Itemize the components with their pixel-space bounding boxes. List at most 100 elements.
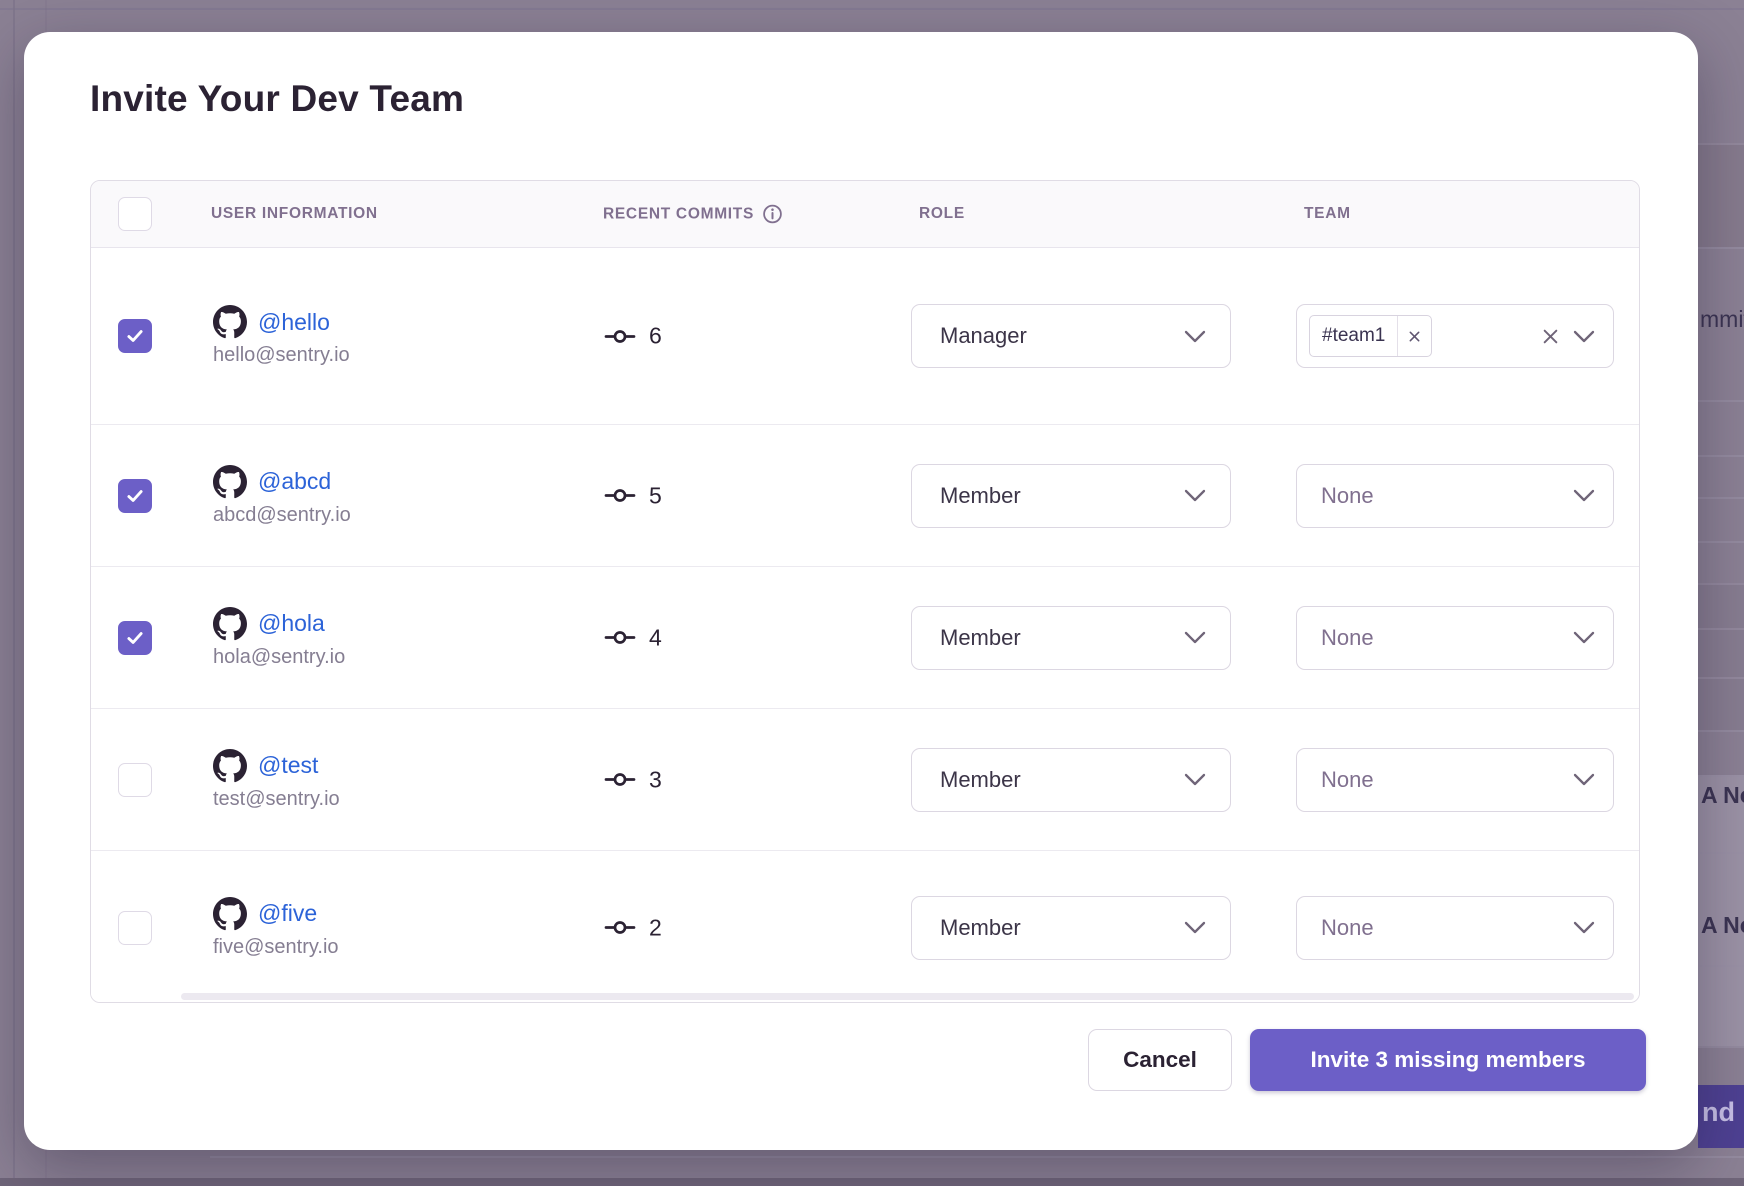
column-header-role: ROLE (919, 205, 965, 222)
member-row: @five five@sentry.io 2 Member None (91, 851, 1639, 1002)
role-select-value: Member (940, 914, 1021, 940)
git-commit-icon (604, 631, 636, 644)
table-header-row: USER INFORMATION RECENT COMMITS ROLE TEA… (91, 181, 1639, 248)
chevron-down-icon (1184, 489, 1206, 502)
clear-team-select-button[interactable] (1536, 328, 1573, 345)
user-email: abcd@sentry.io (213, 503, 351, 526)
modal-title: Invite Your Dev Team (90, 78, 465, 119)
member-row: @hola hola@sentry.io 4 Member None (91, 567, 1639, 709)
team-select-value: None (1321, 624, 1374, 650)
info-icon[interactable] (762, 204, 783, 225)
git-commit-icon (604, 329, 636, 343)
check-icon (127, 330, 143, 342)
select-all-checkbox[interactable] (118, 197, 152, 231)
bg-divider (1698, 541, 1744, 543)
user-email: hello@sentry.io (213, 344, 350, 366)
team-select[interactable]: None (1296, 895, 1614, 960)
username-link[interactable]: @five (258, 900, 318, 926)
user-info-cell: @test test@sentry.io (213, 748, 340, 811)
recent-commits-cell: 6 (604, 323, 662, 350)
invite-members-button[interactable]: Invite 3 missing members (1250, 1029, 1646, 1091)
bg-divider (210, 1156, 1744, 1158)
user-info-cell: @hello hello@sentry.io (213, 305, 350, 367)
chevron-down-icon (1184, 631, 1206, 644)
column-header-team: TEAM (1304, 205, 1351, 222)
team-chip: #team1 (1309, 315, 1433, 357)
git-commit-icon (604, 921, 636, 934)
role-select-value: Member (940, 766, 1021, 792)
remove-team-chip-button[interactable] (1397, 316, 1431, 356)
bg-divider (1698, 628, 1744, 630)
recent-commits-cell: 3 (604, 766, 662, 793)
chevron-down-icon (1184, 921, 1206, 934)
team-select[interactable]: None (1296, 605, 1614, 670)
user-email: test@sentry.io (213, 787, 340, 810)
user-info-cell: @five five@sentry.io (213, 896, 339, 959)
bg-clipped-button-text: nd (1702, 1097, 1735, 1127)
row-checkbox[interactable] (118, 620, 152, 655)
chevron-down-icon (1573, 773, 1595, 786)
username-link[interactable]: @abcd (258, 468, 332, 494)
recent-commits-cell: 4 (604, 624, 662, 651)
bg-button-band (1698, 1085, 1744, 1148)
bg-divider (1698, 852, 1744, 854)
bg-row-band (1698, 583, 1744, 730)
role-select[interactable]: Member (911, 463, 1231, 528)
username-link[interactable]: @hola (258, 610, 325, 636)
bg-divider (0, 8, 1744, 10)
username-link[interactable]: @hello (258, 308, 330, 335)
team-select[interactable]: None (1296, 747, 1614, 812)
team-select-value: None (1321, 766, 1374, 792)
bg-divider (1698, 497, 1744, 499)
recent-commits-cell: 5 (604, 482, 662, 509)
bg-page-edge (0, 1178, 1744, 1186)
chevron-down-icon (1573, 631, 1595, 644)
git-commit-icon (604, 773, 636, 786)
role-select[interactable]: Member (911, 747, 1231, 812)
column-header-user-information: USER INFORMATION (211, 205, 378, 222)
github-icon (213, 606, 247, 640)
bg-clipped-text: A No (1701, 912, 1744, 938)
username-link[interactable]: @test (258, 752, 319, 778)
bg-divider (1698, 965, 1744, 967)
chevron-down-icon (1184, 330, 1206, 342)
chevron-down-icon (1184, 773, 1206, 786)
invite-dev-team-modal: Invite Your Dev Team USER INFORMATION RE… (24, 32, 1698, 1150)
bg-row-band (1698, 775, 1744, 1046)
team-chip-label: #team1 (1322, 325, 1386, 346)
member-row: @test test@sentry.io 3 Member None (91, 709, 1639, 851)
check-icon (127, 631, 143, 644)
cancel-button[interactable]: Cancel (1088, 1029, 1232, 1091)
role-select[interactable]: Manager (911, 304, 1231, 368)
row-checkbox[interactable] (118, 319, 152, 353)
commit-count: 5 (649, 482, 662, 508)
chevron-down-icon (1573, 330, 1595, 342)
role-select[interactable]: Member (911, 895, 1231, 960)
user-info-cell: @abcd abcd@sentry.io (213, 464, 351, 527)
github-icon (213, 305, 247, 339)
bg-clipped-text: A No (1701, 782, 1744, 808)
commit-count: 4 (649, 624, 662, 650)
team-select[interactable]: None (1296, 463, 1614, 528)
commit-count: 6 (649, 322, 662, 349)
row-checkbox[interactable] (118, 478, 152, 513)
role-select-value: Member (940, 624, 1021, 650)
role-select[interactable]: Member (911, 605, 1231, 670)
commit-count: 2 (649, 914, 662, 940)
horizontal-scrollbar[interactable] (181, 993, 1634, 1000)
github-icon (213, 748, 247, 782)
bg-divider (1698, 247, 1744, 249)
row-checkbox[interactable] (118, 762, 152, 797)
bg-divider (1698, 730, 1744, 732)
row-checkbox[interactable] (118, 910, 152, 945)
bg-row-band (1698, 143, 1744, 247)
team-multiselect[interactable]: #team1 (1296, 304, 1614, 368)
user-email: hola@sentry.io (213, 645, 346, 668)
bg-divider (1698, 1046, 1744, 1048)
bg-divider (13, 0, 15, 1186)
user-info-cell: @hola hola@sentry.io (213, 606, 346, 669)
column-header-label: RECENT COMMITS (603, 205, 755, 222)
commit-count: 3 (649, 766, 662, 792)
team-select-value: None (1321, 482, 1374, 508)
